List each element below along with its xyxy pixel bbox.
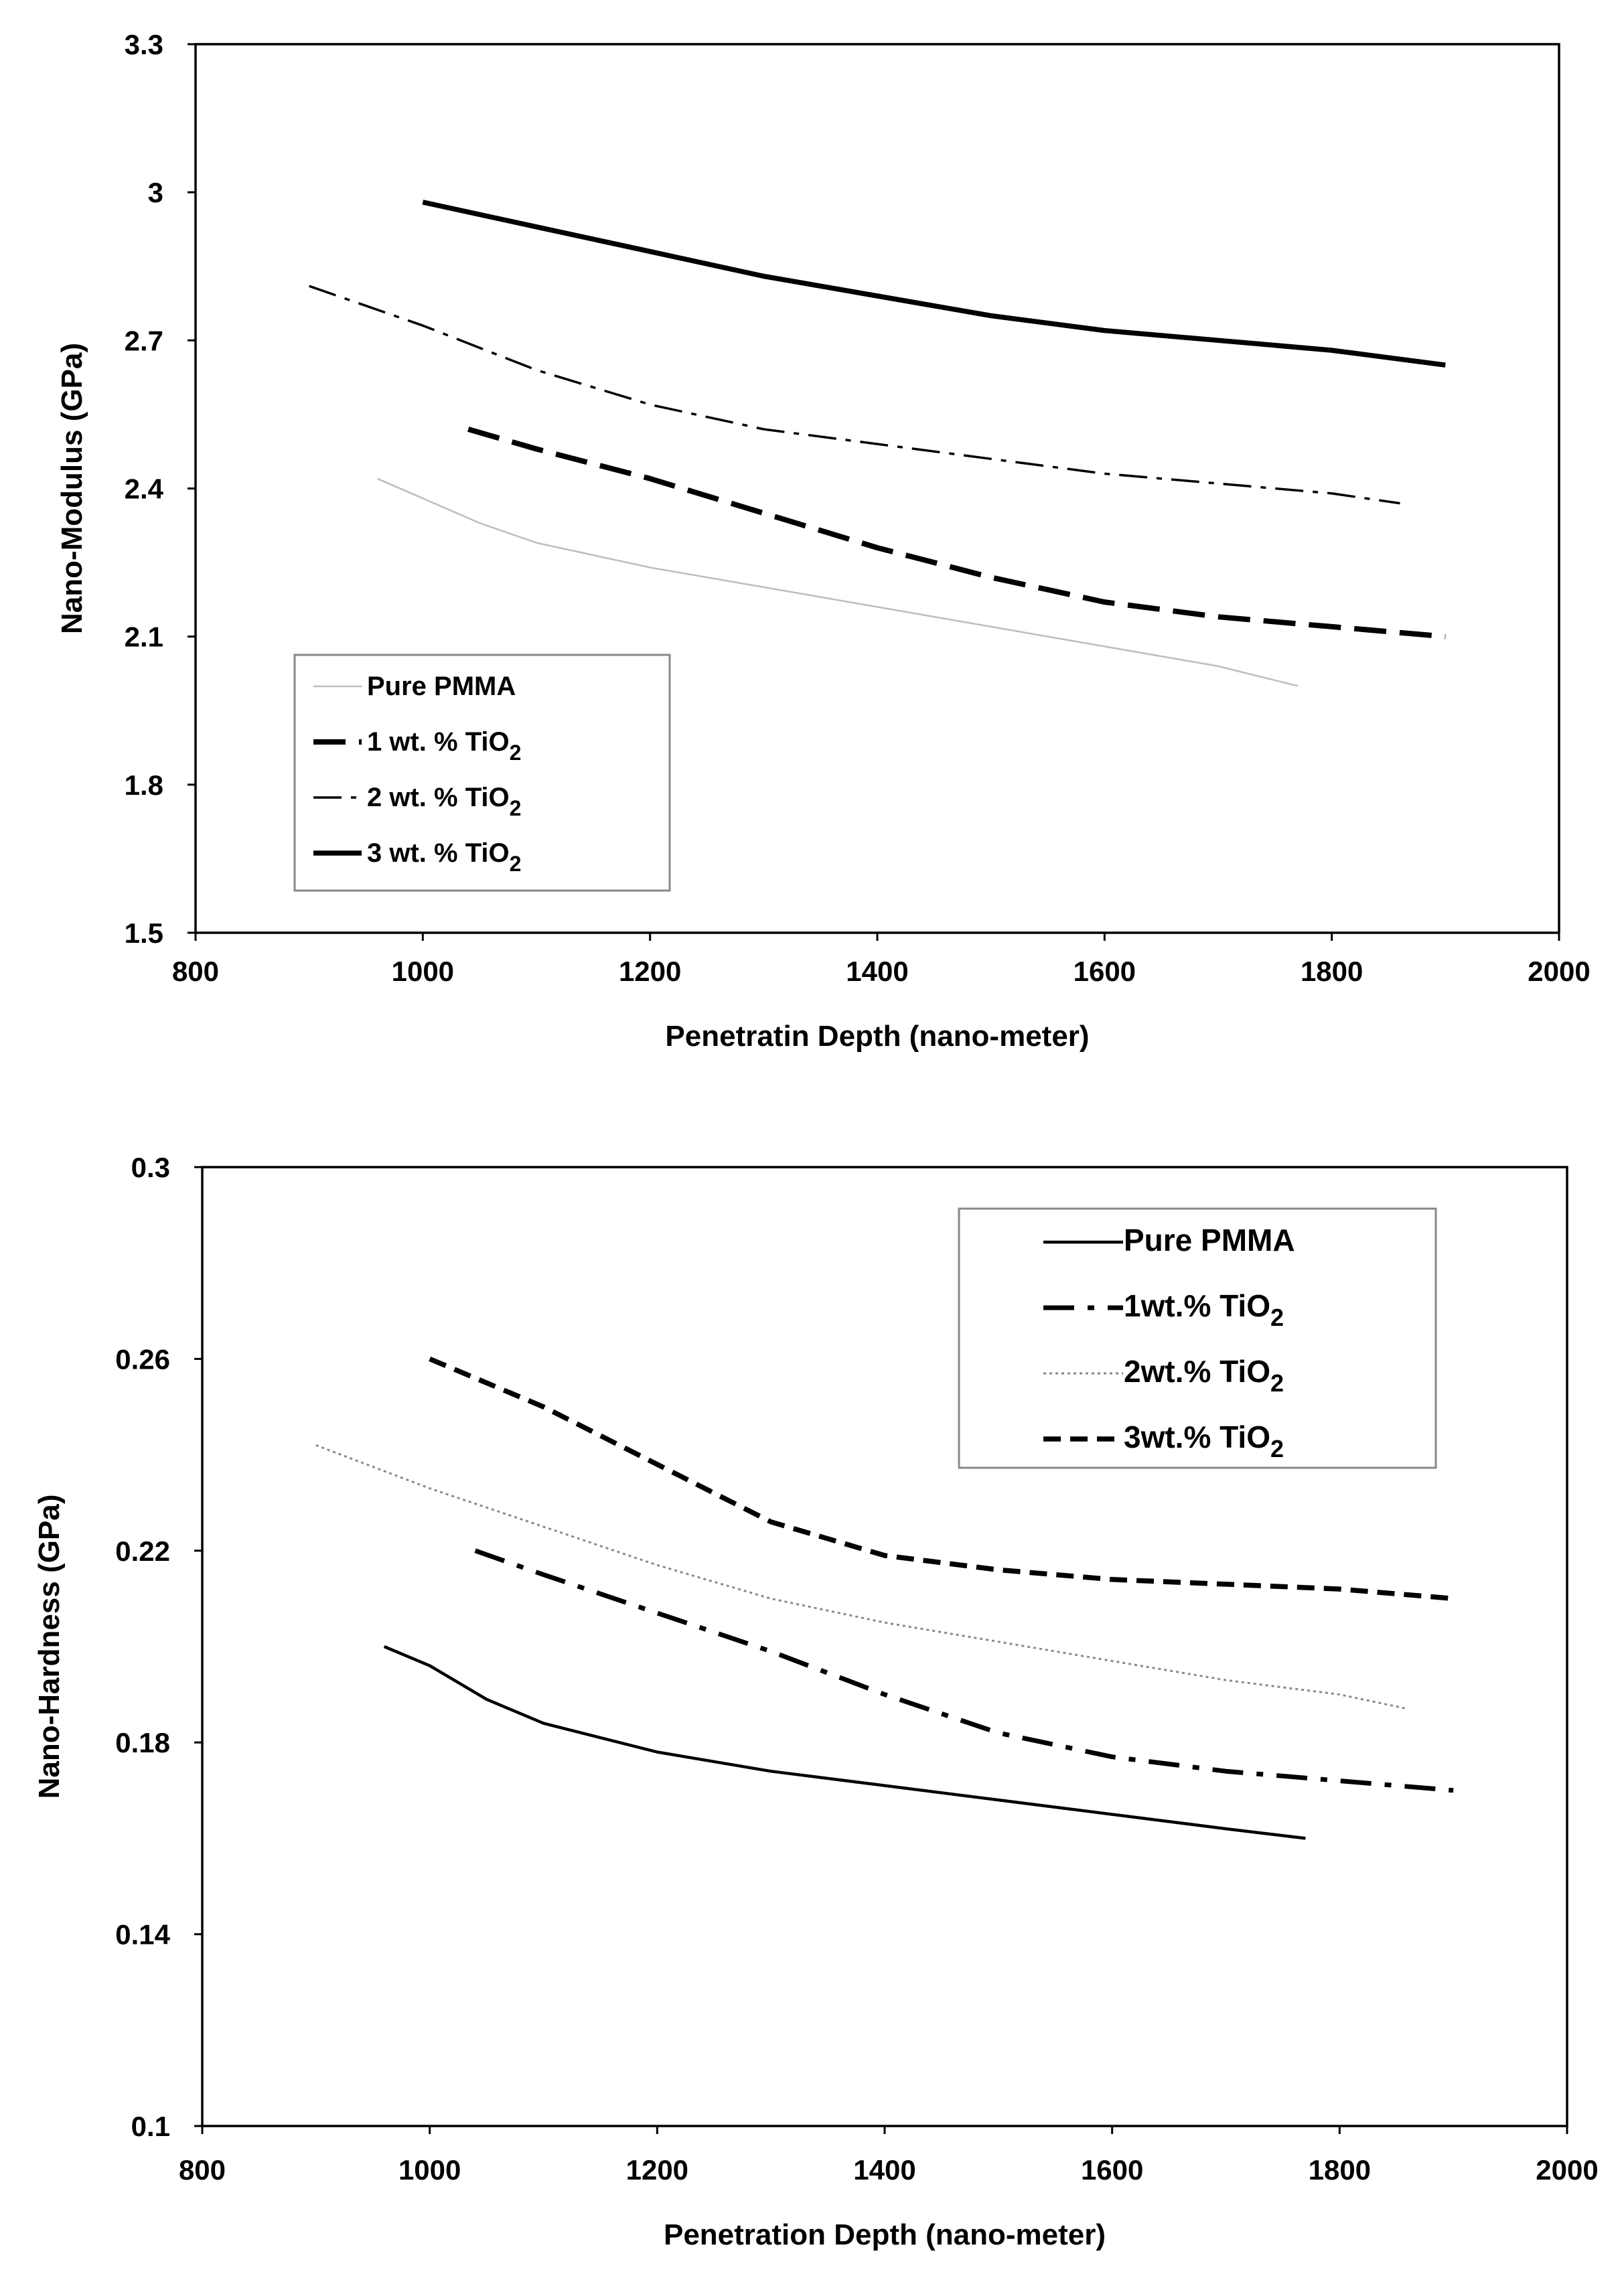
x-tick-label: 1400 xyxy=(846,956,908,987)
y-axis-label: Nano-Modulus (GPa) xyxy=(56,343,88,634)
y-axis-label: Nano-Hardness (GPa) xyxy=(33,1495,66,1799)
y-tick-label: 1.5 xyxy=(125,917,163,949)
series-line-3 xyxy=(309,285,1400,505)
y-tick-label: 0.22 xyxy=(115,1535,170,1567)
y-tick-label: 2.4 xyxy=(125,473,164,505)
x-tick-label: 1000 xyxy=(398,2154,461,2186)
series-line-1 xyxy=(383,1645,1306,1840)
series-line-2 xyxy=(467,427,1446,639)
y-tick-label: 0.3 xyxy=(131,1152,170,1183)
y-tick-label: 1.8 xyxy=(125,769,163,801)
y-tick-label: 0.1 xyxy=(131,2111,170,2142)
x-tick-label: 1800 xyxy=(1301,956,1363,987)
x-tick-label: 2000 xyxy=(1528,956,1590,987)
x-tick-label: 1400 xyxy=(853,2154,915,2186)
legend-label-2: 1 wt. % TiO2 xyxy=(367,727,521,765)
legend-box xyxy=(958,1207,1437,1469)
legend-label-4: 3wt.% TiO2 xyxy=(1124,1420,1284,1462)
x-axis-label: Penetration Depth (nano-meter) xyxy=(664,2218,1106,2251)
x-tick-label: 2000 xyxy=(1536,2154,1598,2186)
x-tick-label: 1600 xyxy=(1074,956,1136,987)
series-line-4 xyxy=(422,200,1446,368)
legend-label-1: Pure PMMA xyxy=(367,672,516,701)
series-line-1 xyxy=(377,477,1299,687)
y-tick-label: 2.1 xyxy=(125,621,163,653)
y-tick-label: 3.3 xyxy=(125,29,163,60)
x-tick-label: 1000 xyxy=(392,956,454,987)
x-tick-label: 800 xyxy=(179,2154,226,2186)
x-tick-label: 1600 xyxy=(1081,2154,1143,2186)
nano-modulus-chart: 800 1000 1200 1400 1600 1800 2000 1.5 1.8 2.1 2.4 2… xyxy=(56,29,1591,1053)
y-tick-label: 0.18 xyxy=(115,1727,170,1758)
legend-label-2: 1wt.% TiO2 xyxy=(1124,1288,1284,1331)
y-tick-label: 3 xyxy=(148,177,163,208)
x-axis-label: Penetratin Depth (nano-meter) xyxy=(665,1020,1089,1053)
legend-label-1: Pure PMMA xyxy=(1124,1223,1295,1258)
x-tick-label: 1800 xyxy=(1309,2154,1371,2186)
series-line-4 xyxy=(429,1356,1454,1602)
x-tick-label: 800 xyxy=(172,956,219,987)
series-line-3 xyxy=(315,1444,1408,1710)
legend-label-3: 2wt.% TiO2 xyxy=(1124,1354,1284,1397)
nano-hardness-chart: 800 1000 1200 1400 1600 1800 2000 0.1 0.14 0.18 0.… xyxy=(33,1152,1599,2251)
legend-label-4: 3 wt. % TiO2 xyxy=(367,838,521,876)
y-tick-label: 0.26 xyxy=(115,1343,170,1375)
x-tick-label: 1200 xyxy=(619,956,681,987)
legend-label-3: 2 wt. % TiO2 xyxy=(367,783,521,820)
series-line-2 xyxy=(474,1548,1454,1793)
y-tick-label: 0.14 xyxy=(115,1919,170,1951)
x-tick-label: 1200 xyxy=(626,2154,688,2186)
y-tick-label: 2.7 xyxy=(125,325,163,356)
